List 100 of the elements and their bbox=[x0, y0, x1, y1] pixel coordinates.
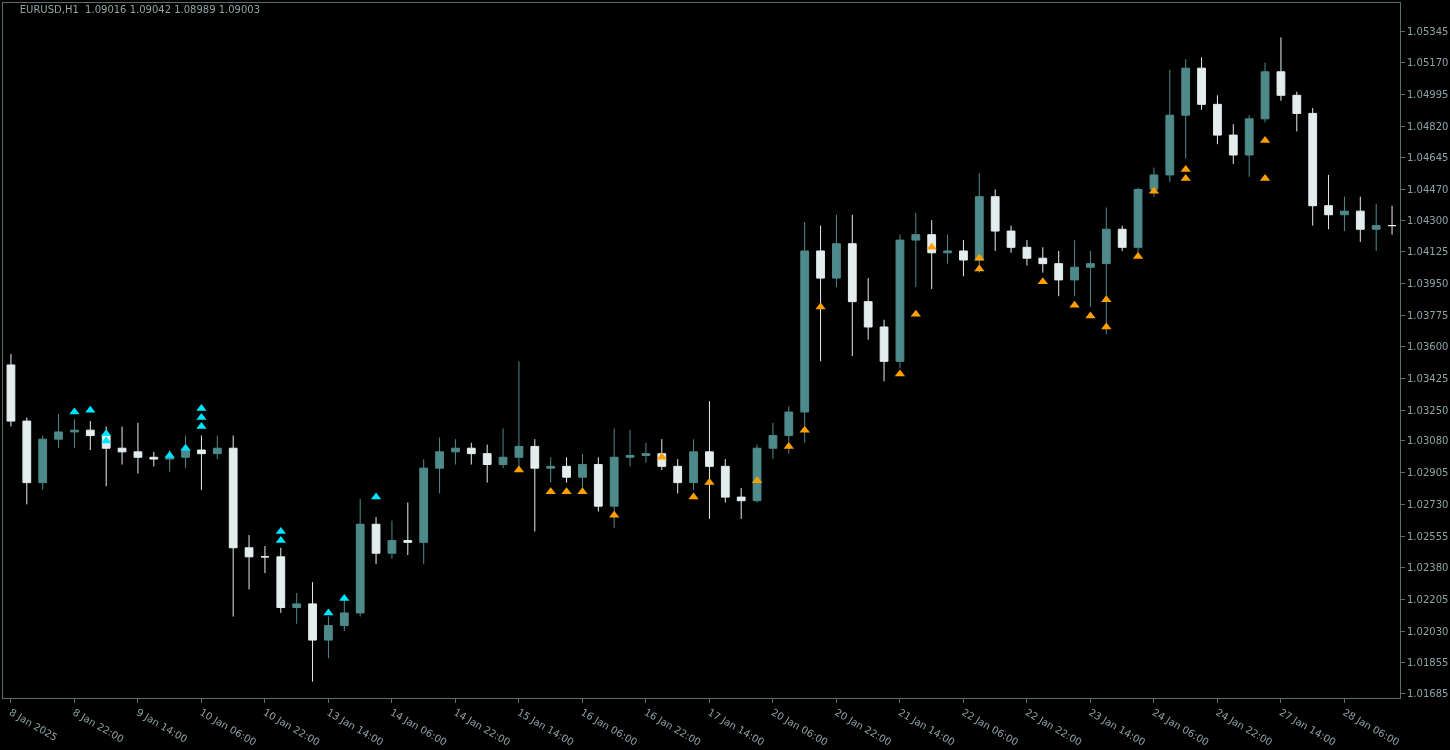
y-tick-label: 1.03080 bbox=[1407, 435, 1449, 447]
candlestick bbox=[1181, 58, 1191, 160]
candlestick bbox=[260, 545, 270, 574]
candlestick bbox=[324, 616, 333, 659]
point bbox=[339, 593, 350, 601]
candlestick bbox=[911, 212, 921, 288]
candlestick bbox=[832, 214, 841, 288]
point bbox=[323, 608, 334, 616]
candlestick bbox=[149, 451, 159, 467]
candlestick bbox=[355, 498, 365, 618]
y-tick-label: 1.02030 bbox=[1407, 625, 1449, 637]
y-tick-label: 1.02380 bbox=[1407, 562, 1449, 574]
candlestick bbox=[1070, 239, 1079, 297]
candlestick bbox=[736, 487, 746, 520]
candlestick bbox=[1038, 246, 1048, 274]
candlestick bbox=[1292, 91, 1302, 132]
y-tick-label: 1.04820 bbox=[1407, 120, 1449, 132]
candlestick bbox=[1340, 196, 1349, 232]
y-tick-label: 1.04470 bbox=[1407, 183, 1449, 195]
y-tick-label: 1.01685 bbox=[1407, 687, 1449, 699]
candlestick bbox=[403, 502, 413, 556]
y-tick-label: 1.03425 bbox=[1407, 373, 1449, 385]
candlestick bbox=[1355, 196, 1365, 243]
y-tick-label: 1.04300 bbox=[1407, 214, 1449, 226]
point bbox=[1069, 300, 1080, 308]
candlestick bbox=[847, 214, 857, 357]
point bbox=[196, 412, 207, 420]
candlestick bbox=[387, 520, 397, 560]
candlestick bbox=[959, 239, 968, 277]
candlestick bbox=[863, 277, 873, 341]
candlestick bbox=[1006, 225, 1016, 254]
candlestick bbox=[673, 458, 683, 494]
y-tick-label: 1.03775 bbox=[1407, 309, 1449, 321]
candlestick bbox=[530, 438, 540, 532]
candlestick bbox=[22, 416, 32, 505]
candlestick bbox=[308, 581, 317, 683]
y-tick-label: 1.04645 bbox=[1407, 152, 1449, 164]
candlestick bbox=[1101, 207, 1111, 335]
candlestick bbox=[562, 456, 571, 484]
point bbox=[164, 450, 175, 458]
y-tick-label: 1.01855 bbox=[1407, 657, 1449, 669]
candlestick bbox=[784, 406, 794, 455]
candlestick bbox=[133, 422, 143, 475]
point bbox=[974, 264, 985, 272]
candlestick bbox=[371, 516, 381, 565]
candlestick bbox=[54, 413, 63, 449]
y-tick-label: 1.02205 bbox=[1407, 593, 1449, 605]
candlestick bbox=[593, 456, 603, 513]
candlestick bbox=[482, 444, 492, 484]
candlestick bbox=[244, 534, 254, 590]
candlestick bbox=[1371, 203, 1381, 252]
candlestick bbox=[546, 456, 556, 484]
candlestick bbox=[451, 438, 460, 466]
candlestick bbox=[1387, 205, 1397, 236]
candlestick bbox=[1165, 69, 1175, 183]
candlestick bbox=[1213, 94, 1222, 145]
y-tick-label: 1.02555 bbox=[1407, 530, 1449, 542]
candlestick bbox=[1244, 114, 1254, 178]
candlestick bbox=[1197, 56, 1206, 111]
point bbox=[1101, 295, 1112, 303]
chart-title: EURUSD,H1 1.09016 1.09042 1.08989 1.09003 bbox=[19, 3, 261, 15]
point bbox=[196, 403, 207, 411]
candlestick bbox=[117, 426, 127, 466]
candlestick bbox=[435, 436, 444, 494]
candlestick bbox=[70, 418, 79, 449]
candlestick bbox=[1086, 250, 1095, 308]
y-tick-label: 1.03950 bbox=[1407, 278, 1449, 290]
y-tick-label: 1.02905 bbox=[1407, 467, 1449, 479]
y-tick-label: 1.04995 bbox=[1407, 88, 1449, 100]
candlestick bbox=[990, 188, 1000, 252]
candlestick bbox=[1228, 123, 1238, 165]
candlestick bbox=[689, 438, 698, 491]
candlestick bbox=[1117, 225, 1127, 252]
candlestick bbox=[1276, 36, 1286, 102]
candlestick bbox=[292, 592, 302, 625]
candlestick bbox=[752, 444, 762, 504]
candlestick bbox=[1260, 62, 1270, 123]
candlestick bbox=[768, 422, 778, 460]
x-tick-label: 8 Jan 2025 bbox=[7, 706, 60, 743]
candlestick bbox=[419, 458, 429, 565]
candlestick bbox=[705, 400, 714, 520]
candlestick bbox=[1054, 250, 1064, 297]
candlestick bbox=[276, 547, 286, 614]
candlestick bbox=[212, 435, 222, 460]
candlestick bbox=[943, 234, 952, 265]
candlestick bbox=[641, 442, 651, 464]
candlestick bbox=[720, 458, 730, 504]
y-tick-label: 1.05345 bbox=[1407, 25, 1449, 37]
candlestick bbox=[895, 234, 905, 370]
y-tick-label: 1.02730 bbox=[1407, 498, 1449, 510]
candlestick bbox=[498, 427, 508, 469]
candlestick bbox=[1022, 239, 1032, 266]
point bbox=[1101, 322, 1112, 330]
y-tick-label: 1.04125 bbox=[1407, 246, 1449, 258]
point bbox=[926, 242, 937, 250]
y-tick-label: 1.05170 bbox=[1407, 57, 1449, 69]
candlestick bbox=[6, 353, 16, 428]
candlestick bbox=[197, 435, 206, 491]
y-tick-label: 1.03600 bbox=[1407, 341, 1449, 353]
candlestick bbox=[879, 319, 889, 382]
